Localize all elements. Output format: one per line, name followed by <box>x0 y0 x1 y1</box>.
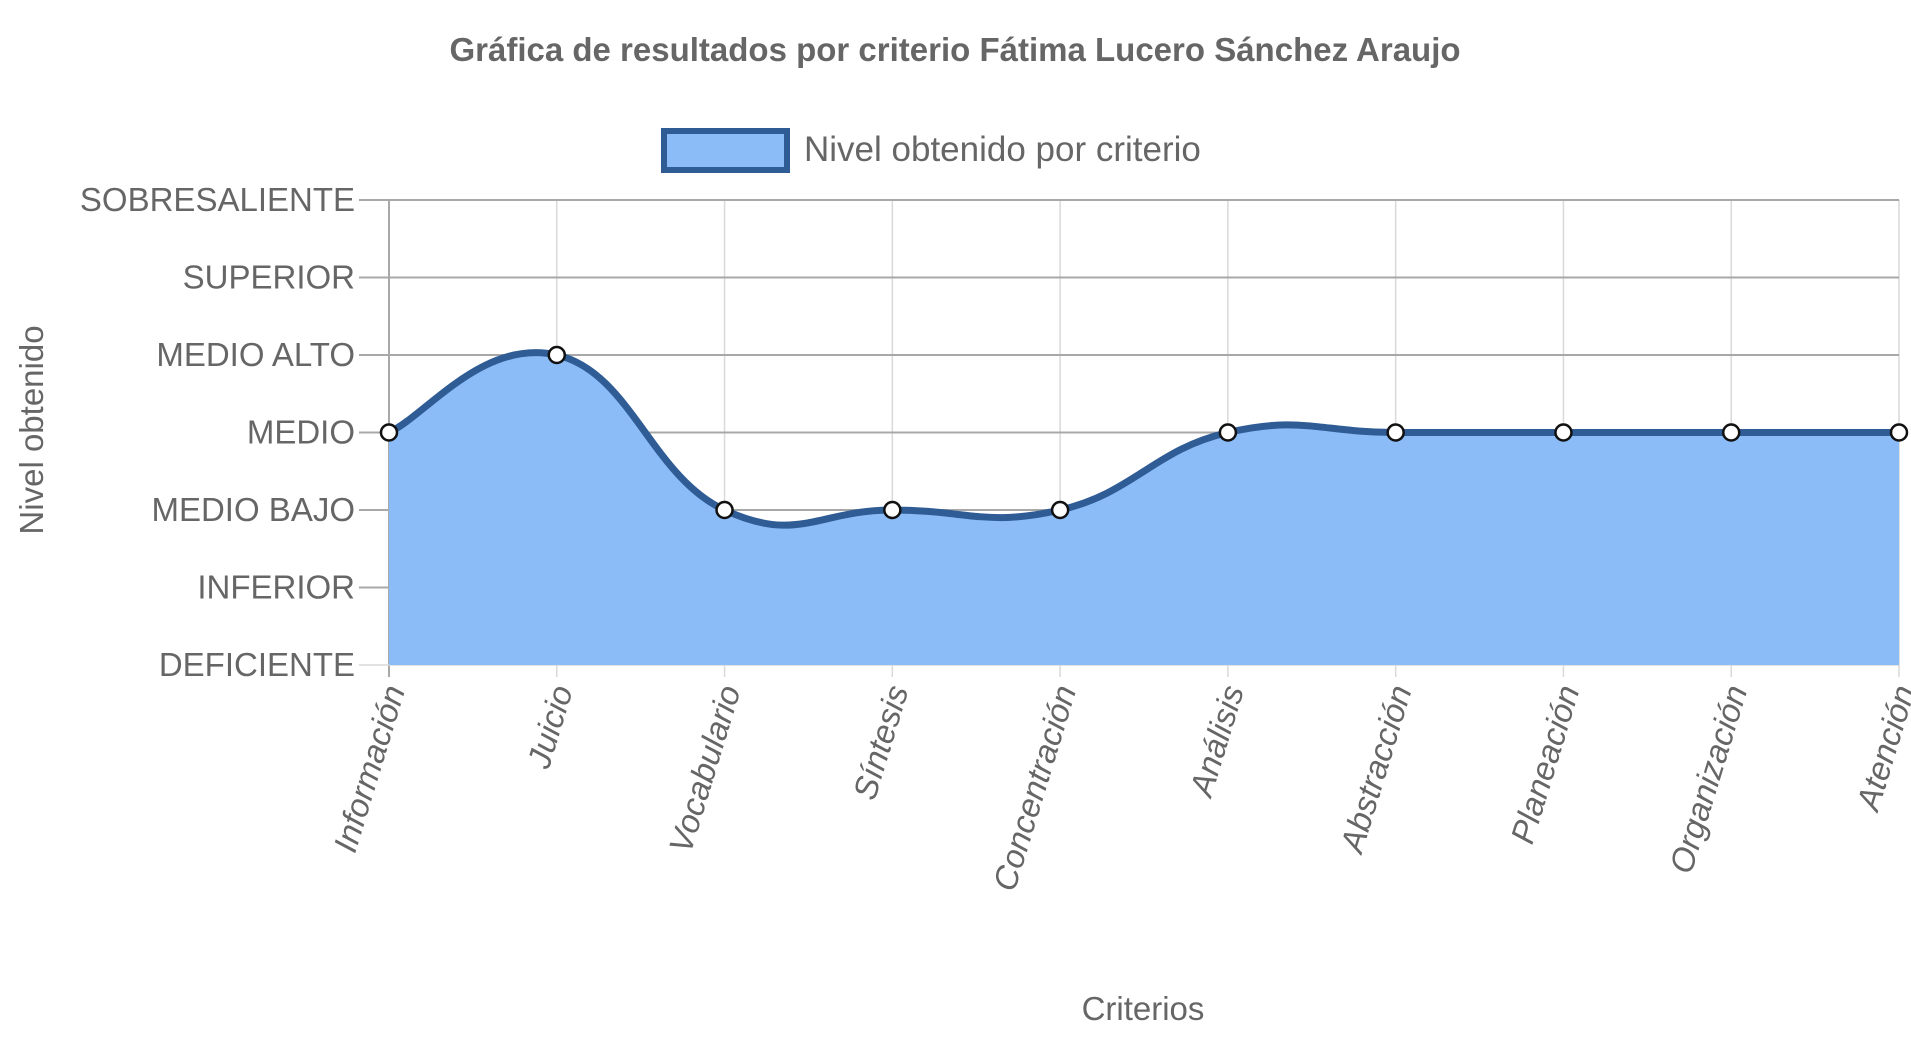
y-tick-label: SOBRESALIENTE <box>80 181 355 218</box>
data-point[interactable] <box>1386 423 1405 442</box>
legend-label: Nivel obtenido por criterio <box>804 130 1201 169</box>
data-point[interactable] <box>1554 423 1573 442</box>
data-point[interactable] <box>547 345 567 365</box>
x-axis-label: Criterios <box>1082 990 1205 1027</box>
data-point[interactable] <box>1889 423 1909 442</box>
data-point[interactable] <box>379 423 399 442</box>
x-tick-label: Juicio <box>519 681 579 773</box>
x-axis-ticks: Información Juicio Vocabulario Síntesis Conc… <box>326 681 1911 895</box>
data-point[interactable] <box>1050 500 1070 520</box>
data-point[interactable] <box>883 500 902 520</box>
series-area <box>389 352 1899 665</box>
y-tick-label: INFERIOR <box>197 569 355 606</box>
area-layer <box>379 345 1909 665</box>
data-point[interactable] <box>715 500 734 520</box>
series-line <box>385 349 1903 529</box>
x-tick-label: Análisis <box>1182 681 1251 802</box>
x-tick-label: Organización <box>1662 681 1754 878</box>
x-tick-label: Información <box>326 681 412 857</box>
data-point[interactable] <box>1721 423 1741 442</box>
y-tick-label: SUPERIOR <box>183 259 355 296</box>
y-axis-label: Nivel obtenido <box>13 325 50 534</box>
legend[interactable]: Nivel obtenido por criterio <box>661 128 1201 173</box>
y-tick-label: MEDIO <box>247 414 355 451</box>
data-point[interactable] <box>1218 423 1238 442</box>
y-tick-label: DEFICIENTE <box>159 646 355 683</box>
chart-title: Gráfica de resultados por criterio Fátim… <box>449 31 1460 68</box>
x-tick-label: Síntesis <box>846 681 916 804</box>
x-tick-label: Atención <box>1849 681 1911 817</box>
x-tick-label: Planeación <box>1503 681 1586 848</box>
x-tick-label: Vocabulario <box>662 681 748 857</box>
x-tick-label: Abstracción <box>1332 681 1418 859</box>
y-tick-label: MEDIO BAJO <box>151 491 355 528</box>
y-axis-ticks: DEFICIENTE INFERIOR MEDIO BAJO MEDIO MEDIO A… <box>80 181 355 683</box>
x-tick-label: Concentración <box>986 681 1084 895</box>
legend-swatch <box>661 128 790 173</box>
y-tick-label: MEDIO ALTO <box>156 336 355 373</box>
